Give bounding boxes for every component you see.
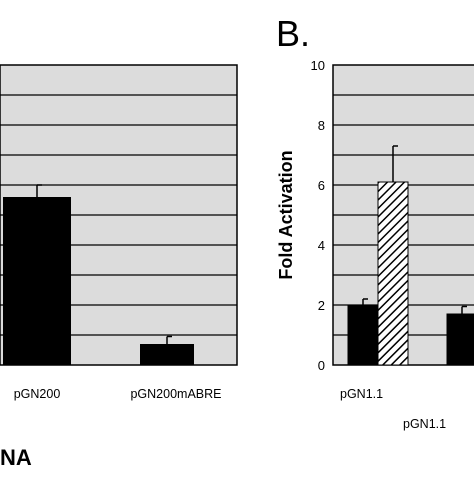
panel-b-letter: B.	[276, 13, 310, 54]
panel-a-bar-2	[140, 344, 194, 365]
panel-b-y-tick-label: 0	[318, 358, 325, 373]
panel-a-bars	[3, 184, 194, 365]
panel-b-y-tick-label: 10	[311, 58, 325, 73]
panel-b-bar-s2-c1	[377, 181, 409, 366]
panel-b-y-axis-label: Fold Activation	[276, 150, 296, 279]
panel-a-chart: pGN200 pGN200mABRE NA	[0, 64, 238, 470]
panel-a-category-label: pGN200	[14, 387, 61, 401]
panel-b-bars	[347, 145, 474, 366]
panel-b-bar-s1-c2	[446, 313, 474, 366]
panel-b-y-tick-label: 4	[318, 238, 325, 253]
panel-b-chart: B. 0 2 4 6 8 10 pGN1.1 pGN1.1 Fold Activation	[276, 13, 474, 431]
panel-a-bar-1	[3, 197, 71, 365]
panel-b-y-tick-label: 8	[318, 118, 325, 133]
panel-b-category-labels: pGN1.1 pGN1.1	[340, 387, 446, 431]
panel-b-bar-s1-c1	[347, 304, 379, 366]
panel-a-category-label: pGN200mABRE	[130, 387, 221, 401]
panel-b-category-label: pGN1.1	[403, 417, 446, 431]
panel-b-y-tick-label: 6	[318, 178, 325, 193]
panel-b-y-tick-label: 2	[318, 298, 325, 313]
panel-b-category-label: pGN1.1	[340, 387, 383, 401]
panel-b-y-ticks: 0 2 4 6 8 10	[311, 58, 325, 373]
panel-a-footer-text: NA	[0, 445, 32, 470]
panel-a-category-labels: pGN200 pGN200mABRE	[14, 387, 222, 401]
